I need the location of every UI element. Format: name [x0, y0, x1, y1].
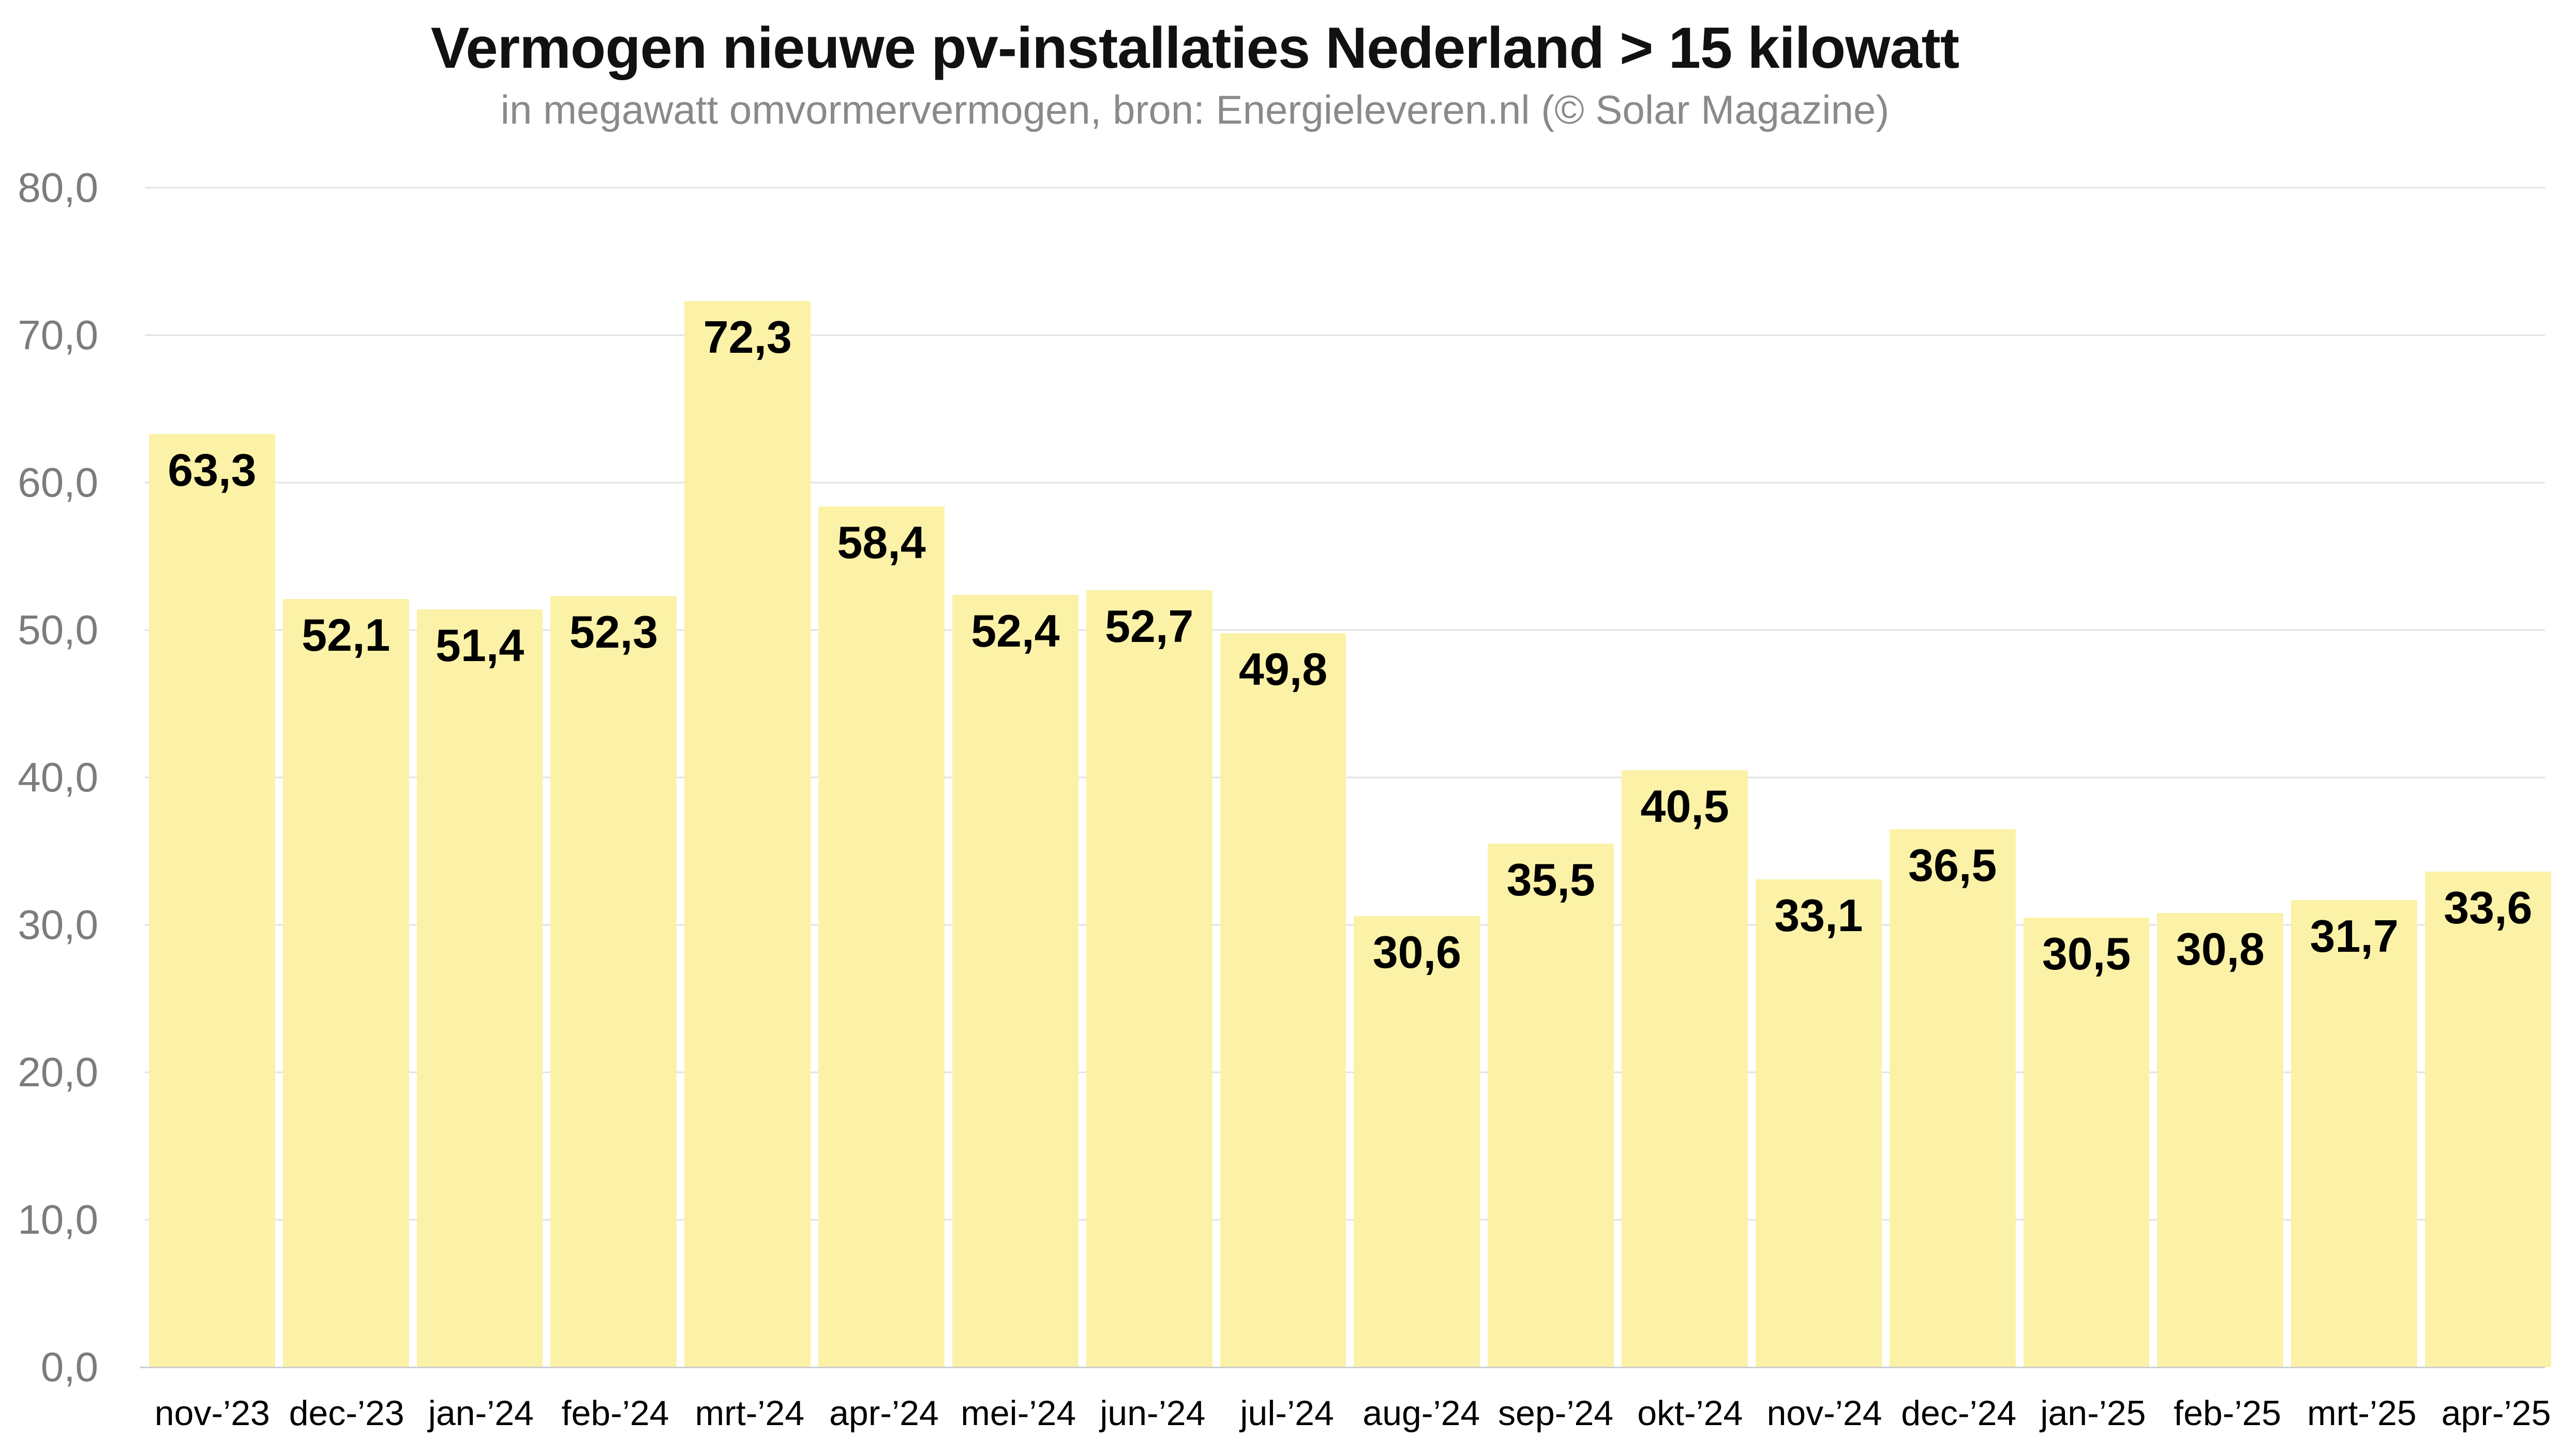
gridline [145, 629, 2545, 631]
bar: 35,5 [1488, 844, 1614, 1367]
bar-value-label: 30,6 [1372, 926, 1461, 978]
y-tick-label: 10,0 [18, 1196, 98, 1243]
x-tick-label: dec-’24 [1901, 1394, 2017, 1433]
x-tick-label: jul-’24 [1240, 1394, 1334, 1433]
x-tick-label: feb-’24 [561, 1394, 669, 1433]
x-tick-label: mrt-’24 [695, 1394, 805, 1433]
chart-title: Vermogen nieuwe pv-installaties Nederlan… [430, 16, 1959, 80]
bar: 52,4 [952, 594, 1079, 1367]
bar-value-label: 31,7 [2310, 910, 2399, 962]
gridline [145, 187, 2545, 189]
gridline [145, 334, 2545, 336]
bar-value-label: 63,3 [168, 444, 257, 496]
bar: 51,4 [416, 609, 543, 1367]
bar-value-label: 52,7 [1105, 601, 1194, 652]
bar-value-label: 33,1 [1774, 889, 1863, 941]
bar-value-label: 52,4 [971, 605, 1060, 656]
x-tick-label: jan-’24 [428, 1394, 534, 1433]
x-tick-label: feb-’25 [2174, 1394, 2282, 1433]
chart-subtitle: in megawatt omvormervermogen, bron: Ener… [500, 87, 1890, 133]
x-tick-label: mei-’24 [961, 1394, 1076, 1433]
bar-value-label: 36,5 [1908, 839, 1997, 891]
bar-value-label: 40,5 [1640, 780, 1729, 832]
bar: 52,7 [1086, 590, 1212, 1367]
bar: 49,8 [1220, 633, 1346, 1367]
plot-area: 63,3 52,1 51,4 52,3 72,3 58,4 52,4 52,7 49,8 30,6… [140, 187, 2555, 1368]
bar-value-label: 35,5 [1506, 854, 1595, 906]
bar: 30,6 [1354, 916, 1480, 1367]
bar: 72,3 [684, 301, 811, 1367]
bar: 30,5 [2023, 917, 2150, 1367]
chart-header: Vermogen nieuwe pv-installaties Nederlan… [0, 13, 2390, 132]
bar: 52,1 [282, 599, 409, 1367]
bar: 33,1 [1755, 879, 1882, 1367]
bar-value-label: 52,3 [569, 606, 658, 658]
bar-value-label: 30,8 [2176, 923, 2265, 975]
x-axis-baseline [140, 1367, 2545, 1368]
x-tick-label: apr-’25 [2441, 1394, 2551, 1433]
y-tick-label: 70,0 [18, 312, 98, 358]
x-tick-label: apr-’24 [829, 1394, 939, 1433]
bar: 40,5 [1622, 770, 1748, 1367]
x-tick-label: jun-’24 [1100, 1394, 1206, 1433]
x-tick-label: nov-’23 [154, 1394, 270, 1433]
bar-value-label: 58,4 [837, 516, 926, 568]
bar: 63,3 [149, 433, 275, 1367]
x-tick-label: jan-’25 [2040, 1394, 2146, 1433]
bar-value-label: 49,8 [1238, 643, 1328, 695]
bar-value-label: 72,3 [703, 311, 792, 363]
bar-value-label: 33,6 [2444, 882, 2533, 934]
y-tick-label: 30,0 [18, 902, 98, 948]
y-tick-label: 60,0 [18, 459, 98, 505]
x-tick-label: dec-’23 [289, 1394, 405, 1433]
bar: 30,8 [2157, 913, 2284, 1367]
bar: 52,3 [550, 596, 677, 1367]
bar-value-label: 30,5 [2042, 927, 2131, 979]
x-tick-label: okt-’24 [1637, 1394, 1743, 1433]
bar: 33,6 [2425, 872, 2551, 1367]
x-tick-label: nov-’24 [1766, 1394, 1882, 1433]
x-tick-label: aug-’24 [1362, 1394, 1480, 1433]
bar-value-label: 52,1 [302, 609, 391, 661]
bar: 36,5 [1889, 829, 2016, 1367]
gridline [145, 482, 2545, 484]
y-tick-label: 0,0 [40, 1344, 98, 1390]
y-axis: 0,0 10,0 20,0 30,0 40,0 50,0 60,0 70,0 80,0 [0, 167, 98, 1388]
bar: 31,7 [2291, 900, 2418, 1367]
x-axis: nov-’23 dec-’23 jan-’24 feb-’24 mrt-’24 apr-’… [145, 1393, 2564, 1434]
bar-value-label: 51,4 [435, 620, 525, 671]
y-tick-label: 50,0 [18, 607, 98, 653]
y-tick-label: 80,0 [18, 164, 98, 211]
x-tick-label: sep-’24 [1498, 1394, 1614, 1433]
y-tick-label: 40,0 [18, 754, 98, 800]
bar-series: 63,3 52,1 51,4 52,3 72,3 58,4 52,4 52,7 49,8 30,6… [145, 188, 2555, 1367]
bar: 58,4 [818, 506, 945, 1367]
x-tick-label: mrt-’25 [2307, 1394, 2417, 1433]
y-tick-label: 20,0 [18, 1049, 98, 1095]
